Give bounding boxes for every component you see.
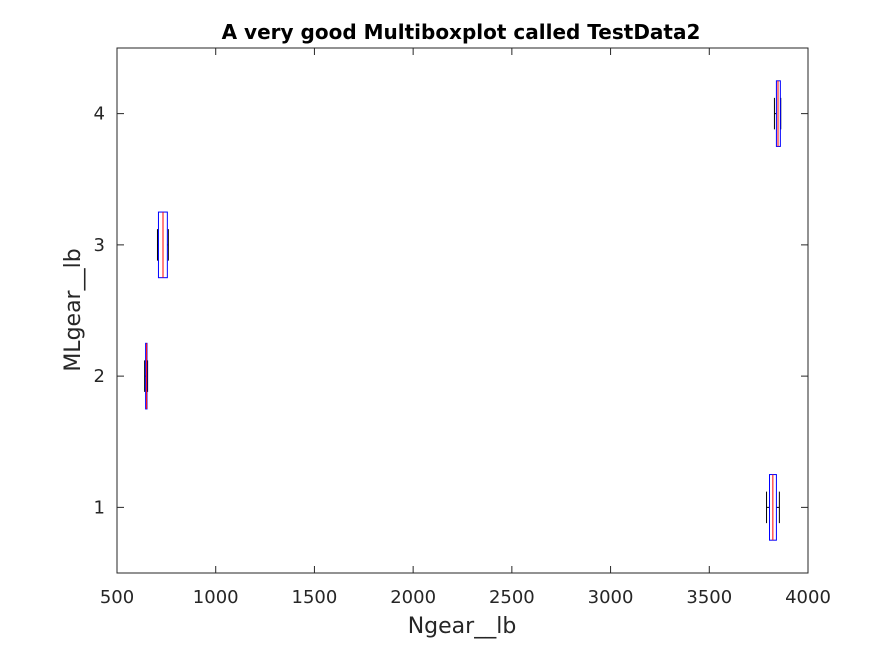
y-tick-label: 1 [94, 497, 105, 518]
box-category-2 [144, 342, 149, 410]
x-tick-label: 500 [100, 587, 134, 608]
box-category-1 [766, 474, 780, 541]
y-tick-label: 4 [94, 104, 105, 125]
y-tick-label: 2 [94, 366, 105, 387]
plot-area: 500 1000 1500 2000 2500 3000 3500 4000 1 2 3 4 [94, 47, 831, 608]
y-axis-label: MLgear__lb [61, 248, 86, 371]
x-tick-label: 1000 [193, 587, 239, 608]
x-tick-label: 2000 [390, 587, 436, 608]
chart-title: A very good Multiboxplot called TestData… [222, 20, 701, 44]
y-axis-ticks [117, 113, 808, 508]
x-tick-label: 2500 [489, 587, 535, 608]
x-tick-label: 3500 [686, 587, 732, 608]
x-axis-tick-labels: 500 1000 1500 2000 2500 3000 3500 4000 [100, 587, 831, 608]
y-tick-label: 3 [94, 235, 105, 256]
x-axis-label: Ngear__lb [408, 614, 517, 639]
boxplot-series [144, 80, 782, 541]
x-axis-ticks [116, 48, 809, 573]
x-tick-label: 4000 [785, 587, 831, 608]
box-category-4 [773, 80, 782, 147]
y-axis-tick-labels: 1 2 3 4 [94, 104, 105, 519]
box-category-3 [156, 211, 169, 279]
axes-frame [116, 47, 809, 574]
x-tick-label: 1500 [292, 587, 338, 608]
x-tick-label: 3000 [588, 587, 634, 608]
